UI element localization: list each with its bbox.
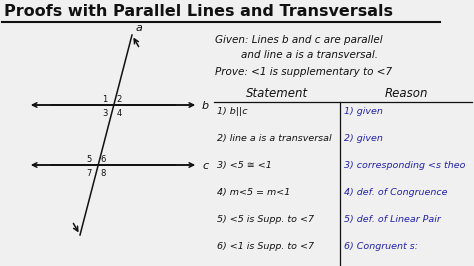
Text: Proofs with Parallel Lines and Transversals: Proofs with Parallel Lines and Transvers… bbox=[4, 4, 393, 19]
Text: 6) <1 is Supp. to <7: 6) <1 is Supp. to <7 bbox=[217, 242, 314, 251]
Text: Reason: Reason bbox=[384, 87, 428, 100]
Text: 5) def. of Linear Pair: 5) def. of Linear Pair bbox=[344, 215, 441, 224]
Text: 4) m<5 = m<1: 4) m<5 = m<1 bbox=[217, 188, 290, 197]
Text: 1: 1 bbox=[102, 94, 108, 103]
Text: 1) b||c: 1) b||c bbox=[217, 107, 247, 116]
Text: 2: 2 bbox=[116, 94, 121, 103]
Text: 3) corresponding <s theo: 3) corresponding <s theo bbox=[344, 161, 465, 170]
Text: Given: Lines b and c are parallel: Given: Lines b and c are parallel bbox=[215, 35, 383, 45]
Text: Statement: Statement bbox=[246, 87, 308, 100]
Text: 5: 5 bbox=[87, 155, 92, 164]
Text: 1) given: 1) given bbox=[344, 107, 383, 116]
Text: 2) line a is a transversal: 2) line a is a transversal bbox=[217, 134, 332, 143]
Text: and line a is a transversal.: and line a is a transversal. bbox=[215, 50, 378, 60]
Text: c: c bbox=[202, 161, 208, 171]
Text: 2) given: 2) given bbox=[344, 134, 383, 143]
Text: 4: 4 bbox=[116, 109, 121, 118]
Text: b: b bbox=[202, 101, 209, 111]
Text: a: a bbox=[136, 23, 143, 33]
Text: Prove: <1 is supplementary to <7: Prove: <1 is supplementary to <7 bbox=[215, 67, 392, 77]
Text: 6: 6 bbox=[100, 155, 106, 164]
Text: 3) <5 ≅ <1: 3) <5 ≅ <1 bbox=[217, 161, 272, 170]
Text: 4) def. of Congruence: 4) def. of Congruence bbox=[344, 188, 447, 197]
Text: 3: 3 bbox=[102, 109, 108, 118]
Text: 5) <5 is Supp. to <7: 5) <5 is Supp. to <7 bbox=[217, 215, 314, 224]
Text: 8: 8 bbox=[100, 168, 106, 177]
Text: 6) Congruent s:: 6) Congruent s: bbox=[344, 242, 418, 251]
Text: 7: 7 bbox=[87, 168, 92, 177]
